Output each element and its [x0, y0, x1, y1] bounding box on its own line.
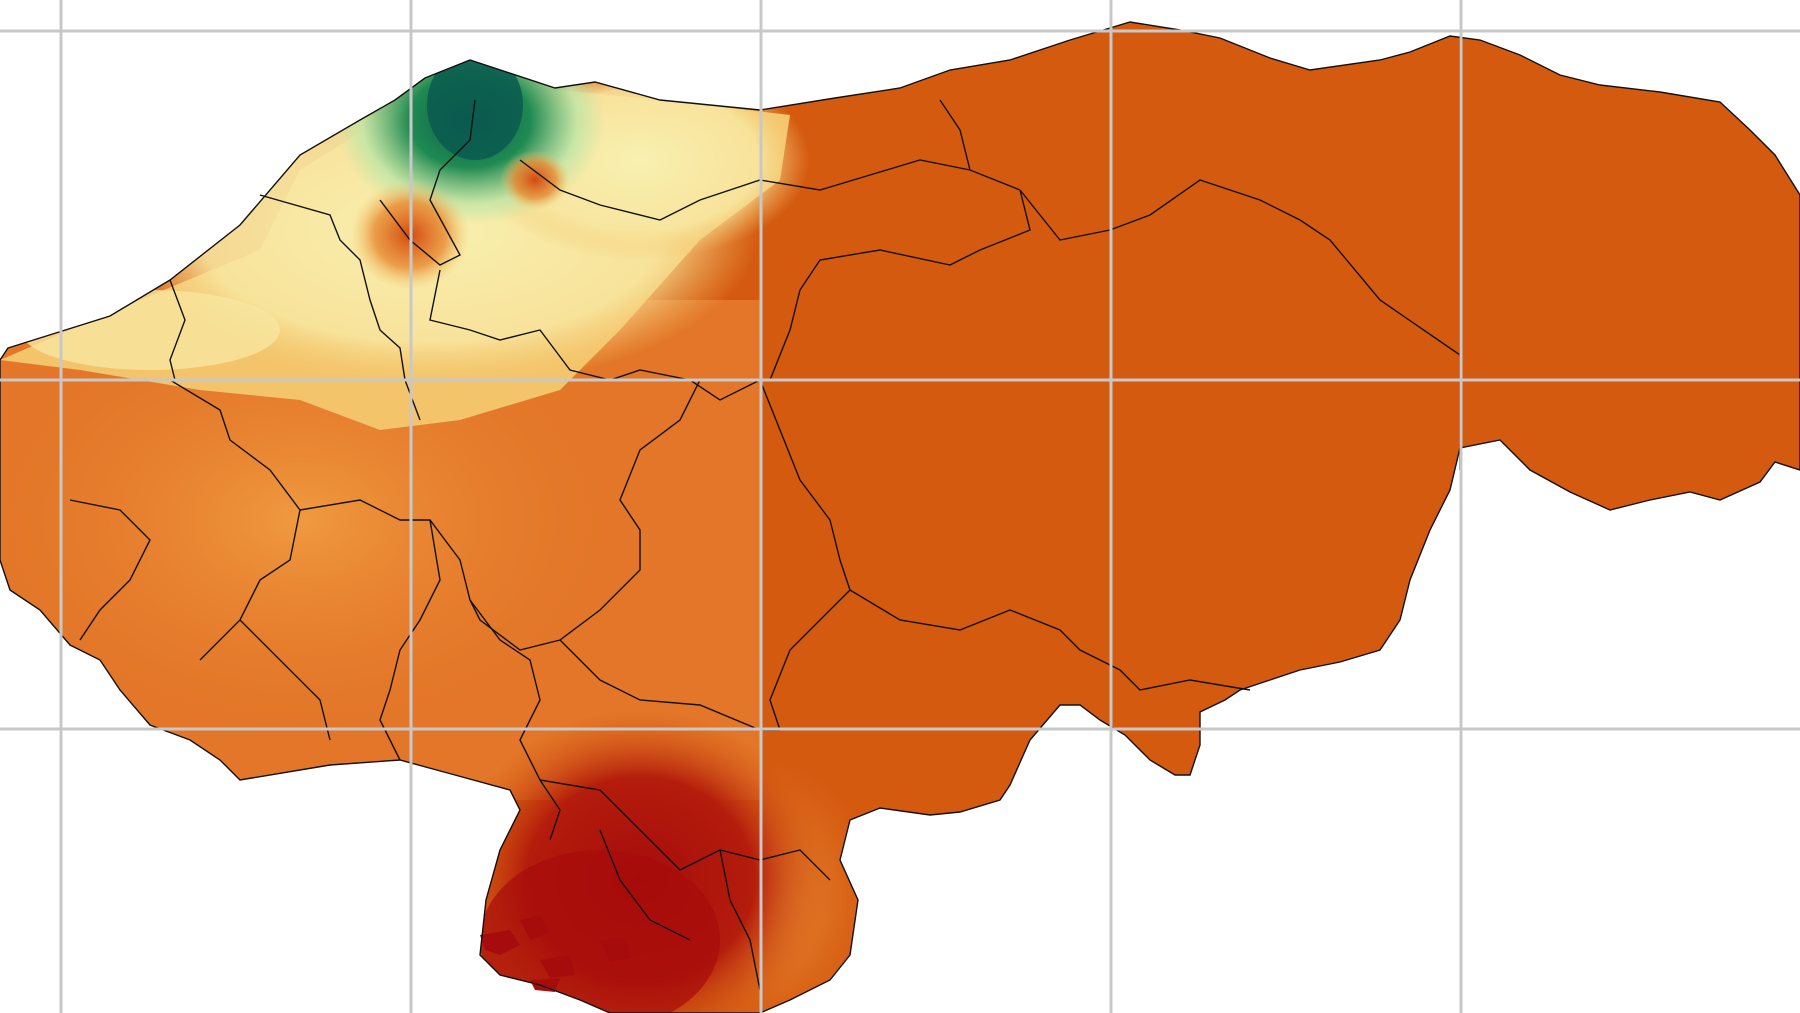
boundary-13 [299, 379, 701, 651]
orange-hotspot-east [500, 150, 570, 210]
boundary-2 [169, 279, 186, 381]
admin-boundaries [0, 21, 1800, 1013]
boundary-18 [539, 779, 831, 881]
boundary-10 [759, 379, 851, 731]
boundary-11 [849, 589, 1251, 691]
boundary-7 [769, 189, 1031, 381]
boundary-14 [69, 499, 151, 641]
boundary-16 [469, 599, 561, 841]
boundary-20 [599, 829, 691, 941]
boundary-19 [719, 849, 761, 991]
boundary-12 [169, 379, 301, 661]
boundary-6 [939, 99, 971, 171]
boundary-8 [1019, 179, 1461, 356]
southern-islands [480, 915, 630, 992]
boundary-15 [379, 519, 441, 761]
boundary-3 [379, 99, 476, 266]
boundary-21 [239, 619, 331, 741]
boundary-1 [259, 194, 421, 421]
boundary-4 [429, 269, 761, 401]
